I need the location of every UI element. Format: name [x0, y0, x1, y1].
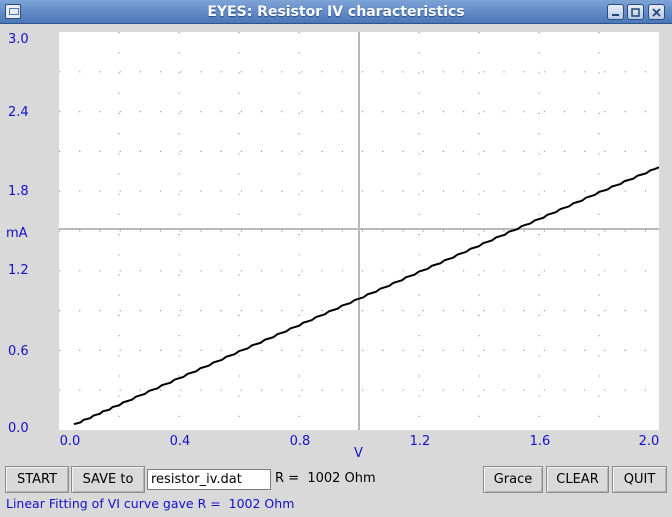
- grace-button[interactable]: Grace: [483, 466, 543, 493]
- y-tick-label: 0.6: [8, 344, 29, 359]
- y-axis-title: mA: [6, 226, 28, 241]
- resistance-readout: R = 1002 Ohm: [275, 471, 376, 486]
- y-tick-label: 0.0: [8, 421, 29, 436]
- y-tick-label: 1.2: [8, 263, 29, 278]
- x-axis-title: V: [354, 446, 363, 461]
- start-button[interactable]: START: [5, 466, 69, 493]
- y-tick-label: 3.0: [8, 32, 29, 47]
- window-title: EYES: Resistor IV characteristics: [207, 4, 465, 20]
- app-window-icon[interactable]: [5, 4, 21, 19]
- y-tick-label: 2.4: [8, 105, 29, 120]
- x-tick-label: 0.0: [59, 434, 81, 449]
- minimize-icon[interactable]: [607, 4, 624, 20]
- x-tick-label: 2.0: [638, 434, 660, 449]
- crosshair-lines: [59, 32, 659, 430]
- status-message: Linear Fitting of VI curve gave R = 1002…: [6, 496, 295, 511]
- filename-input[interactable]: [147, 469, 271, 490]
- save-to-button[interactable]: SAVE to: [71, 466, 145, 493]
- x-tick-label: 1.2: [409, 434, 431, 449]
- plot-area[interactable]: [59, 32, 659, 430]
- maximize-icon[interactable]: [627, 4, 644, 20]
- iv-series-line: [73, 166, 659, 426]
- y-tick-label: 1.8: [8, 184, 29, 199]
- iv-chart: [59, 32, 659, 430]
- clear-button[interactable]: CLEAR: [546, 466, 609, 493]
- x-tick-label: 0.8: [289, 434, 311, 449]
- x-tick-label: 0.4: [169, 434, 191, 449]
- x-tick-label: 1.6: [529, 434, 551, 449]
- close-icon[interactable]: [648, 4, 665, 20]
- quit-button[interactable]: QUIT: [612, 466, 667, 493]
- title-bar[interactable]: EYES: Resistor IV characteristics: [0, 0, 672, 24]
